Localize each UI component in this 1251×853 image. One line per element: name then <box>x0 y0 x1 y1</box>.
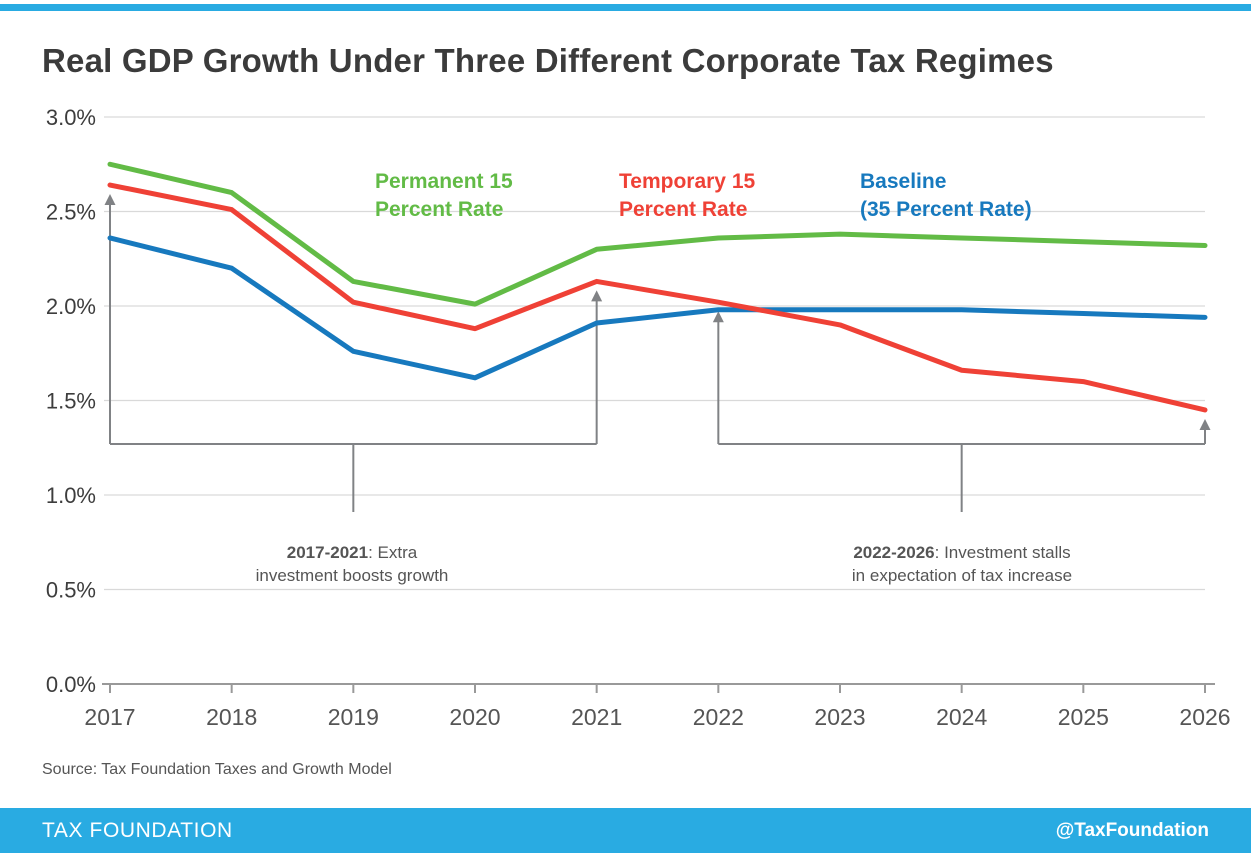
series-line-temporary-15-percent-rate <box>107 182 1208 413</box>
series-line-permanent-15-percent-rate <box>107 161 1208 307</box>
annotation-2017-2021-range: 2017-2021 <box>286 543 369 562</box>
annotation-arrowhead <box>1199 418 1211 430</box>
y-axis-tick-label: 3.0% <box>46 105 96 130</box>
annotation-2022-2026: 2022-2026: Investment stalls in expectat… <box>852 518 1072 587</box>
annotation-2022-2026-text: : Investment stalls in expectation of ta… <box>851 543 1073 585</box>
legend-item-permanent-15: Permanent 15 Percent Rate <box>375 140 513 224</box>
x-axis-tick-label: 2024 <box>936 704 987 730</box>
annotation-arrowhead <box>591 290 603 302</box>
y-axis-tick-label: 0.0% <box>46 672 96 697</box>
annotation-2017-2021: 2017-2021: Extra investment boosts growt… <box>256 518 449 587</box>
x-axis-tick-label: 2026 <box>1179 704 1230 730</box>
series-line-baseline-35-percent-rate- <box>107 235 1208 381</box>
source-note: Source: Tax Foundation Taxes and Growth … <box>42 761 392 778</box>
x-axis-tick-label: 2022 <box>693 704 744 730</box>
y-axis-tick-label: 2.0% <box>46 294 96 319</box>
top-accent-bar <box>0 4 1251 11</box>
x-axis-tick-label: 2021 <box>571 704 622 730</box>
legend-label-baseline-35: Baseline (35 Percent Rate) <box>860 170 1032 221</box>
y-axis-tick-label: 1.5% <box>46 389 96 414</box>
legend-item-temporary-15: Temporary 15 Percent Rate <box>619 140 755 224</box>
twitter-handle: @TaxFoundation <box>1055 819 1209 841</box>
legend-item-baseline-35: Baseline (35 Percent Rate) <box>860 140 1032 224</box>
x-axis-tick-label: 2020 <box>449 704 500 730</box>
footer-bar: TAX FOUNDATION @TaxFoundation <box>0 808 1251 853</box>
x-axis-tick-label: 2018 <box>206 704 257 730</box>
x-axis-tick-label: 2019 <box>328 704 379 730</box>
brand-name: TAX FOUNDATION <box>42 818 233 842</box>
annotation-2022-2026-range: 2022-2026 <box>853 543 935 562</box>
legend-label-permanent-15: Permanent 15 Percent Rate <box>375 170 513 221</box>
y-axis-tick-label: 2.5% <box>46 200 96 225</box>
chart-title: Real GDP Growth Under Three Different Co… <box>42 42 1054 79</box>
x-axis-tick-label: 2017 <box>84 704 135 730</box>
y-axis-tick-label: 0.5% <box>46 578 96 603</box>
annotation-arrowhead <box>712 311 724 323</box>
annotation-2017-2021-text: : Extra investment boosts growth <box>255 543 449 585</box>
annotation-arrowhead <box>104 194 116 206</box>
x-axis-tick-label: 2025 <box>1058 704 1109 730</box>
x-axis-tick-label: 2023 <box>814 704 865 730</box>
y-axis-tick-label: 1.0% <box>46 483 96 508</box>
legend-label-temporary-15: Temporary 15 Percent Rate <box>619 170 756 221</box>
